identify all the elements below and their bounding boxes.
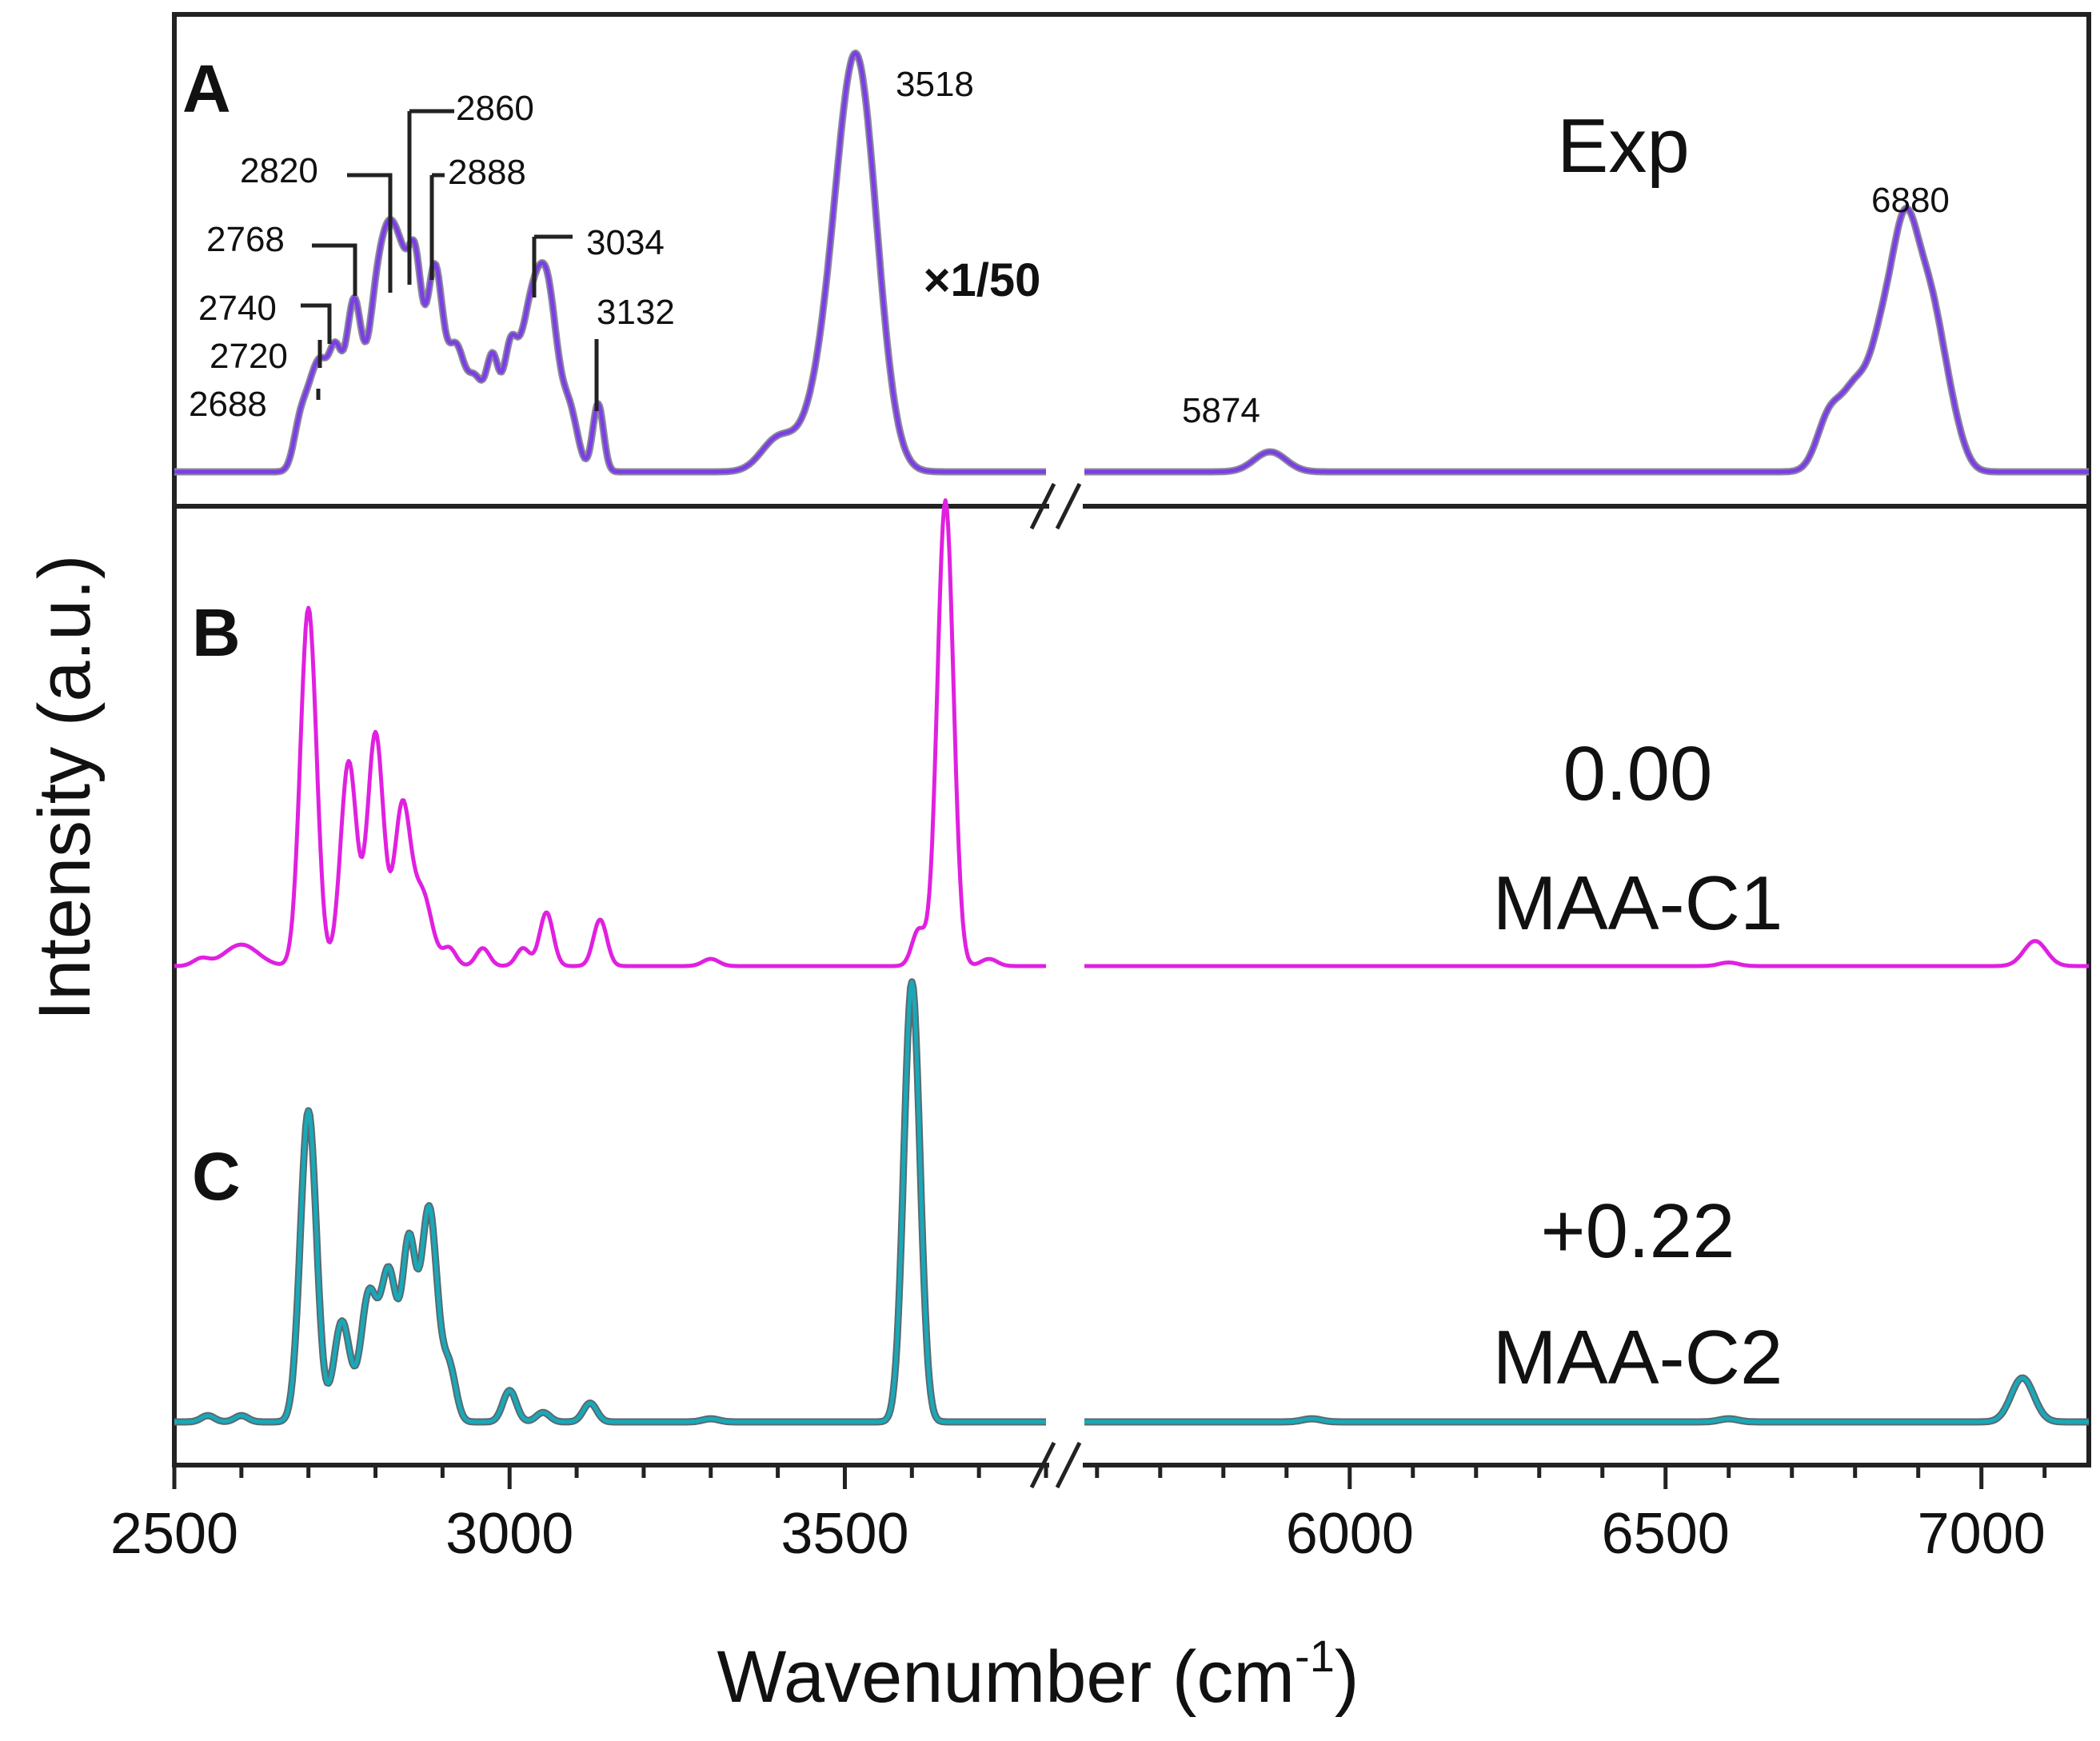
peak-label-2768: 2768	[206, 220, 285, 259]
axis-break-marks	[1029, 18, 1083, 1492]
panel-a-tag: Exp	[1557, 103, 1689, 189]
peak-label-2688: 2688	[189, 385, 267, 424]
peak-leader-2768	[312, 243, 357, 296]
panel-letter-c: C	[192, 1139, 241, 1214]
axis-break-gap	[1049, 18, 1083, 1492]
peak-label-6880: 6880	[1871, 181, 1950, 220]
peak-leader-2740	[301, 303, 332, 344]
tick-label-2500: 2500	[110, 1502, 238, 1566]
peak-label-2740: 2740	[198, 289, 277, 328]
tick-label-3000: 3000	[445, 1502, 573, 1566]
y-axis-label: Intensity (a.u.)	[24, 555, 106, 1021]
peak-label-2820: 2820	[240, 151, 318, 190]
peak-label-2888: 2888	[448, 153, 526, 192]
annotations-layer: A B C Exp ×1/50 0.00 MAA-C1 +0.22 MAA-C2 2688 2720…	[182, 51, 1950, 1400]
panel-c-value: +0.22	[1541, 1188, 1735, 1274]
panel-letter-b: B	[192, 595, 241, 670]
break-slash-top-right	[1055, 482, 1082, 530]
panel-a-scale-note: ×1/50	[924, 254, 1041, 306]
break-slash-bottom-right	[1055, 1441, 1082, 1489]
tick-label-6500: 6500	[1602, 1502, 1730, 1566]
panel-b-name: MAA-C1	[1493, 861, 1783, 946]
panel-b-value: 0.00	[1563, 731, 1713, 817]
tick-label-7000: 7000	[1918, 1502, 2046, 1566]
frame-border	[172, 12, 2091, 1467]
plot-frame	[172, 12, 2091, 1467]
peak-leader-2820	[347, 173, 393, 293]
peak-label-2860: 2860	[456, 89, 534, 128]
peak-label-3132: 3132	[597, 293, 675, 332]
peak-label-3034: 3034	[586, 223, 665, 262]
x-axis-label: Wavenumber (cm-1)	[717, 1631, 1359, 1718]
break-slash-bottom-left	[1029, 1441, 1056, 1489]
panel-letter-a: A	[182, 51, 231, 126]
peak-label-5874: 5874	[1182, 391, 1260, 430]
break-slash-top-left	[1029, 482, 1056, 530]
tick-label-3500: 3500	[781, 1502, 908, 1566]
series-line-c	[174, 980, 2090, 1424]
tick-label-6000: 6000	[1286, 1502, 1414, 1566]
series-outline-c	[172, 978, 2091, 1426]
peak-label-3518: 3518	[896, 65, 974, 104]
series-line-b	[174, 498, 2090, 968]
x-axis-ticks: 2500 3000 3500 6000 6500 7000	[110, 1465, 2047, 1566]
series-layer	[172, 49, 2091, 1426]
panel-c-name: MAA-C2	[1493, 1315, 1783, 1400]
peak-label-2720: 2720	[210, 337, 288, 376]
